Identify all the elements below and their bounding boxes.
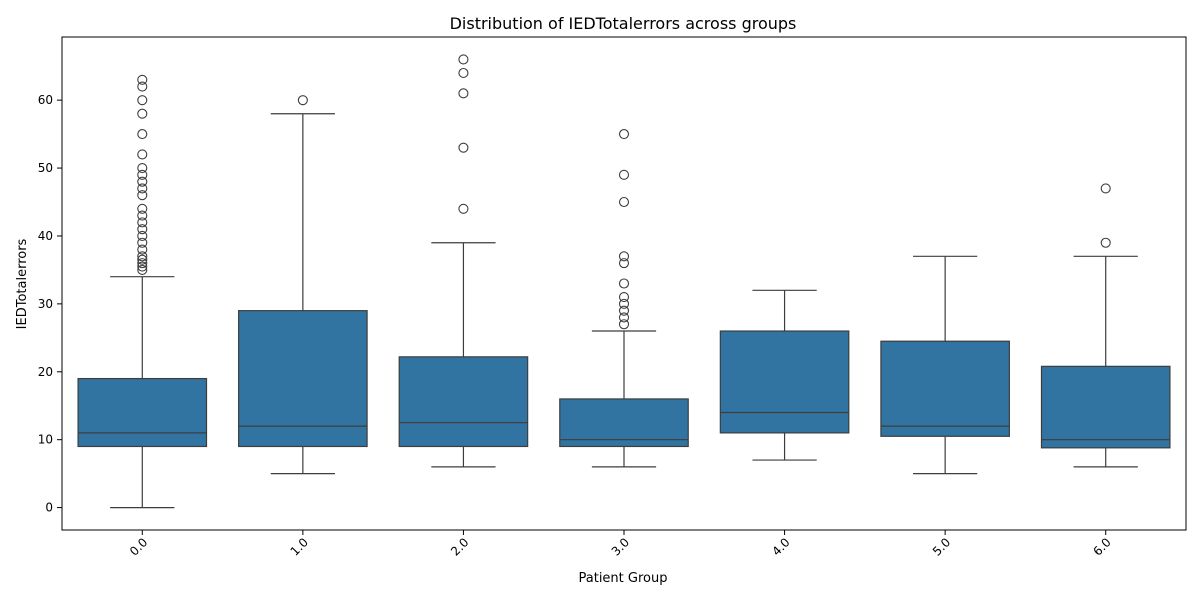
- outlier-point: [618, 312, 630, 323]
- iqr-box: [1040, 365, 1171, 449]
- outlier-point: [137, 163, 148, 174]
- y-tick-label: 10: [38, 433, 53, 447]
- box-group-4.0: [719, 289, 850, 461]
- outlier-point: [618, 305, 630, 316]
- outlier-point: [458, 142, 469, 153]
- outlier-point: [1100, 183, 1111, 194]
- box-group-0.0: [77, 74, 208, 509]
- y-tick-label: 0: [45, 501, 53, 515]
- box-group-5.0: [880, 255, 1010, 475]
- iqr-box: [880, 340, 1010, 437]
- outlier-point: [458, 203, 469, 214]
- outlier-point: [137, 129, 148, 140]
- y-axis-label: IEDTotalerrors: [15, 238, 30, 329]
- outlier-point: [618, 258, 630, 269]
- outlier-point: [458, 54, 469, 65]
- x-tick-label: 6.0: [1090, 535, 1113, 558]
- y-tick-label: 60: [38, 93, 53, 107]
- outlier-point: [297, 95, 308, 106]
- outlier-point: [458, 88, 469, 99]
- x-tick-label: 3.0: [609, 535, 632, 558]
- outlier-point: [137, 190, 148, 201]
- outlier-point: [137, 264, 148, 275]
- outlier-point: [137, 217, 148, 228]
- box-group-3.0: [559, 129, 689, 468]
- outlier-point: [137, 254, 148, 265]
- outlier-point: [137, 230, 148, 242]
- outlier-point: [137, 74, 148, 85]
- iqr-box: [719, 330, 850, 434]
- outlier-point: [137, 95, 148, 106]
- outlier-point: [137, 203, 148, 214]
- x-tick-label: 4.0: [769, 535, 792, 558]
- outlier-point: [618, 298, 630, 309]
- y-tick-label: 20: [38, 365, 53, 379]
- box-group-1.0: [238, 95, 368, 475]
- iqr-box: [77, 377, 208, 448]
- iqr-box: [559, 398, 689, 448]
- y-tick-label: 30: [38, 297, 53, 311]
- outlier-point: [137, 81, 148, 92]
- outlier-point: [618, 251, 630, 262]
- outlier-point: [458, 67, 469, 79]
- chart-title: Distribution of IEDTotalerrors across gr…: [450, 14, 797, 33]
- outlier-point: [137, 251, 148, 262]
- iqr-box: [238, 310, 368, 448]
- box-group-2.0: [398, 54, 529, 468]
- outlier-point: [618, 292, 630, 303]
- outlier-point: [1100, 237, 1111, 248]
- outlier-point: [137, 224, 148, 235]
- x-tick-label: 1.0: [288, 535, 311, 558]
- outlier-point: [618, 129, 630, 140]
- outlier-point: [137, 258, 148, 269]
- outlier-point: [137, 169, 148, 180]
- x-tick-label: 2.0: [448, 535, 471, 558]
- x-axis-label: Patient Group: [579, 571, 668, 586]
- outlier-point: [137, 244, 148, 255]
- y-tick-label: 40: [38, 229, 53, 243]
- outlier-point: [137, 176, 148, 187]
- outlier-point: [618, 319, 630, 330]
- outlier-point: [618, 169, 630, 180]
- iqr-box: [398, 356, 529, 448]
- outlier-point: [137, 149, 148, 160]
- outlier-point: [137, 237, 148, 248]
- outlier-point: [137, 108, 148, 119]
- x-tick-label: 5.0: [930, 535, 953, 558]
- x-tick-label: 0.0: [127, 535, 150, 558]
- box-group-6.0: [1040, 183, 1171, 468]
- outlier-point: [137, 261, 148, 272]
- plot-area: 0 10 20 30 40 50 60 0.0 1.0 2.0 3.0 4.0 5.0 6.0: [38, 36, 1187, 559]
- y-tick-label: 50: [38, 161, 53, 175]
- outlier-point: [137, 183, 148, 194]
- outlier-point: [618, 278, 630, 289]
- outlier-point: [618, 196, 630, 208]
- outlier-point: [137, 210, 148, 221]
